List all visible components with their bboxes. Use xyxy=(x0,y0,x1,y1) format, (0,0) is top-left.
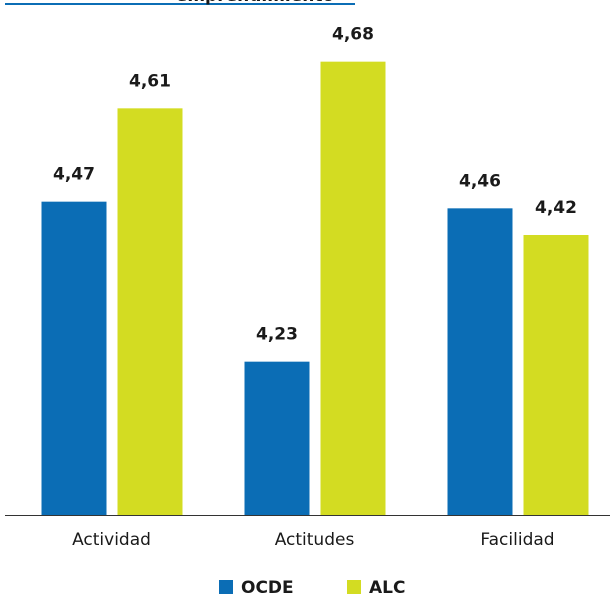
x-tick-label: Facilidad xyxy=(480,530,554,550)
bar xyxy=(320,61,386,516)
bar xyxy=(447,208,513,516)
value-label: 4,46 xyxy=(459,171,501,191)
bar xyxy=(244,361,310,515)
bar xyxy=(117,108,183,515)
value-label: 4,61 xyxy=(129,71,171,91)
legend-label: ALC xyxy=(369,578,405,598)
legend-label: OCDE xyxy=(241,578,294,598)
legend-swatch xyxy=(347,580,361,594)
x-tick-label: Actividad xyxy=(72,530,151,550)
value-label: 4,42 xyxy=(535,198,577,218)
value-label: 4,68 xyxy=(332,25,374,45)
value-label: 4,47 xyxy=(53,165,95,185)
x-tick-label: Actitudes xyxy=(275,530,355,550)
chart-title: emprendimiento xyxy=(176,0,334,6)
bar xyxy=(523,235,589,515)
legend-swatch xyxy=(219,580,233,594)
bar xyxy=(41,201,107,515)
value-label: 4,23 xyxy=(256,325,298,345)
